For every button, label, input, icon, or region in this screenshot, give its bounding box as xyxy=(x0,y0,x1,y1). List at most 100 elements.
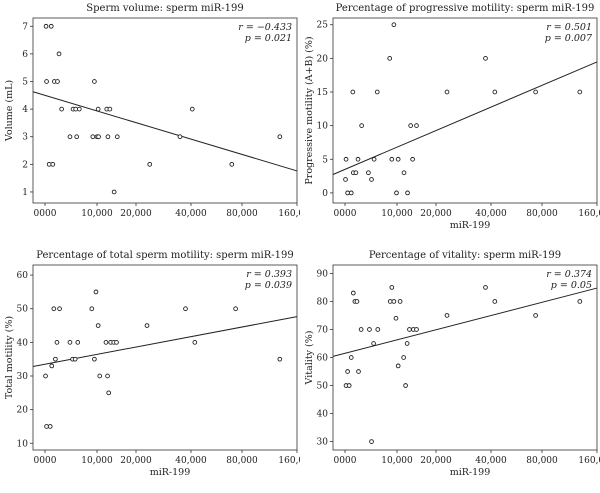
y-tick-label: 50 xyxy=(17,305,29,315)
x-tick-label: 0000 xyxy=(34,456,57,466)
x-tick-label: 80,000 xyxy=(226,456,258,466)
data-point xyxy=(492,299,498,304)
y-tick-label: 80 xyxy=(317,297,329,307)
data-point xyxy=(97,373,103,379)
data-point xyxy=(59,106,64,112)
y-tick-label: 7 xyxy=(22,22,28,32)
data-point xyxy=(358,327,364,332)
data-point xyxy=(389,285,395,290)
panel-sperm-volume: Sperm volume: sperm miR-199 1 2 3 4 5 6 7 0000 10… xyxy=(4,3,300,219)
x-tick-label: 40,000 xyxy=(175,456,207,466)
data-point xyxy=(375,327,381,332)
data-point xyxy=(395,363,401,369)
data-point xyxy=(56,51,62,57)
plot-frame xyxy=(32,264,298,451)
y-tick-label: 60 xyxy=(317,354,329,364)
chart-title: Percentage of progressive motility: sper… xyxy=(336,3,595,14)
x-tick-label: 40,000 xyxy=(475,209,507,219)
data-point xyxy=(189,106,195,112)
x-tick-label: 160,000 xyxy=(578,456,600,466)
x-axis-label: miR-199 xyxy=(450,467,491,478)
x-tick-label: 40,000 xyxy=(175,209,207,219)
data-point xyxy=(67,134,73,140)
data-point xyxy=(95,323,101,328)
data-point xyxy=(343,177,348,182)
x-tick-label: 40,000 xyxy=(475,456,507,466)
data-point xyxy=(67,340,73,345)
y-tick-label: 15 xyxy=(317,88,329,98)
stat-r: r = −0.433 xyxy=(238,22,292,33)
data-point xyxy=(92,79,97,84)
y-tick-label: 20 xyxy=(317,54,329,64)
x-axis-label: miR-199 xyxy=(150,467,191,478)
data-point xyxy=(105,134,111,140)
y-tick-label: 2 xyxy=(22,160,28,170)
y-tick-label: 90 xyxy=(317,269,329,279)
stat-r: r = 0.501 xyxy=(546,22,592,33)
x-tick-label: 80,000 xyxy=(526,209,558,219)
x-tick-label: 20,000 xyxy=(120,456,152,466)
data-point xyxy=(74,134,80,140)
regression-line xyxy=(332,61,598,175)
y-axis-label: Vitality (%) xyxy=(304,331,315,386)
data-point xyxy=(47,424,53,429)
data-point xyxy=(72,356,78,362)
data-point xyxy=(54,340,60,345)
data-point xyxy=(483,285,488,290)
chart-title: Percentage of total sperm motility: sper… xyxy=(36,250,294,261)
data-point xyxy=(48,23,54,29)
data-point xyxy=(53,356,58,362)
data-point xyxy=(391,299,397,304)
y-tick-label: 10 xyxy=(317,122,329,132)
regression-line xyxy=(32,91,298,172)
data-point xyxy=(348,355,354,360)
data-point xyxy=(401,355,406,360)
data-point xyxy=(95,106,101,112)
data-point xyxy=(414,327,419,332)
data-point xyxy=(183,306,188,312)
data-point xyxy=(350,290,356,296)
stat-p: p = 0.021 xyxy=(245,33,292,44)
data-point xyxy=(395,156,401,162)
data-point xyxy=(177,134,183,140)
data-point xyxy=(444,313,450,318)
data-point xyxy=(355,156,361,162)
data-point xyxy=(374,89,380,95)
data-point xyxy=(105,373,110,379)
y-tick-label: 25 xyxy=(317,21,329,31)
x-tick-label: 10,000 xyxy=(81,209,113,219)
data-point xyxy=(353,170,359,176)
data-point xyxy=(92,356,97,362)
data-point xyxy=(405,190,410,196)
y-tick-label: 30 xyxy=(17,372,29,382)
data-point xyxy=(483,56,488,61)
data-point xyxy=(233,306,238,312)
stat-p: p = 0.05 xyxy=(551,280,592,291)
data-point xyxy=(369,439,374,444)
panel-vitality: Percentage of vitality: sperm miR-199 30 4… xyxy=(304,250,600,478)
data-point xyxy=(55,79,60,84)
x-tick-label: 0000 xyxy=(334,456,357,466)
y-tick-label: 40 xyxy=(17,338,29,348)
y-axis-label: Volume (mL) xyxy=(4,80,15,142)
x-tick-label: 10,000 xyxy=(381,456,413,466)
x-tick-label: 0000 xyxy=(334,209,357,219)
data-point xyxy=(404,341,410,346)
y-tick-label: 60 xyxy=(17,271,29,281)
data-point xyxy=(369,177,374,182)
data-point xyxy=(106,390,112,396)
data-point xyxy=(393,315,399,321)
data-point xyxy=(387,56,393,61)
data-point xyxy=(277,356,283,362)
data-point xyxy=(444,89,450,95)
x-tick-label: 80,000 xyxy=(226,209,258,219)
data-point xyxy=(343,156,349,162)
y-tick-label: 6 xyxy=(22,50,28,60)
data-point xyxy=(114,134,120,140)
data-point xyxy=(407,327,412,332)
y-tick-label: 20 xyxy=(17,406,29,416)
stat-r: r = 0.393 xyxy=(246,269,292,280)
data-point xyxy=(389,156,395,162)
data-point xyxy=(89,306,95,312)
data-point xyxy=(408,123,413,128)
